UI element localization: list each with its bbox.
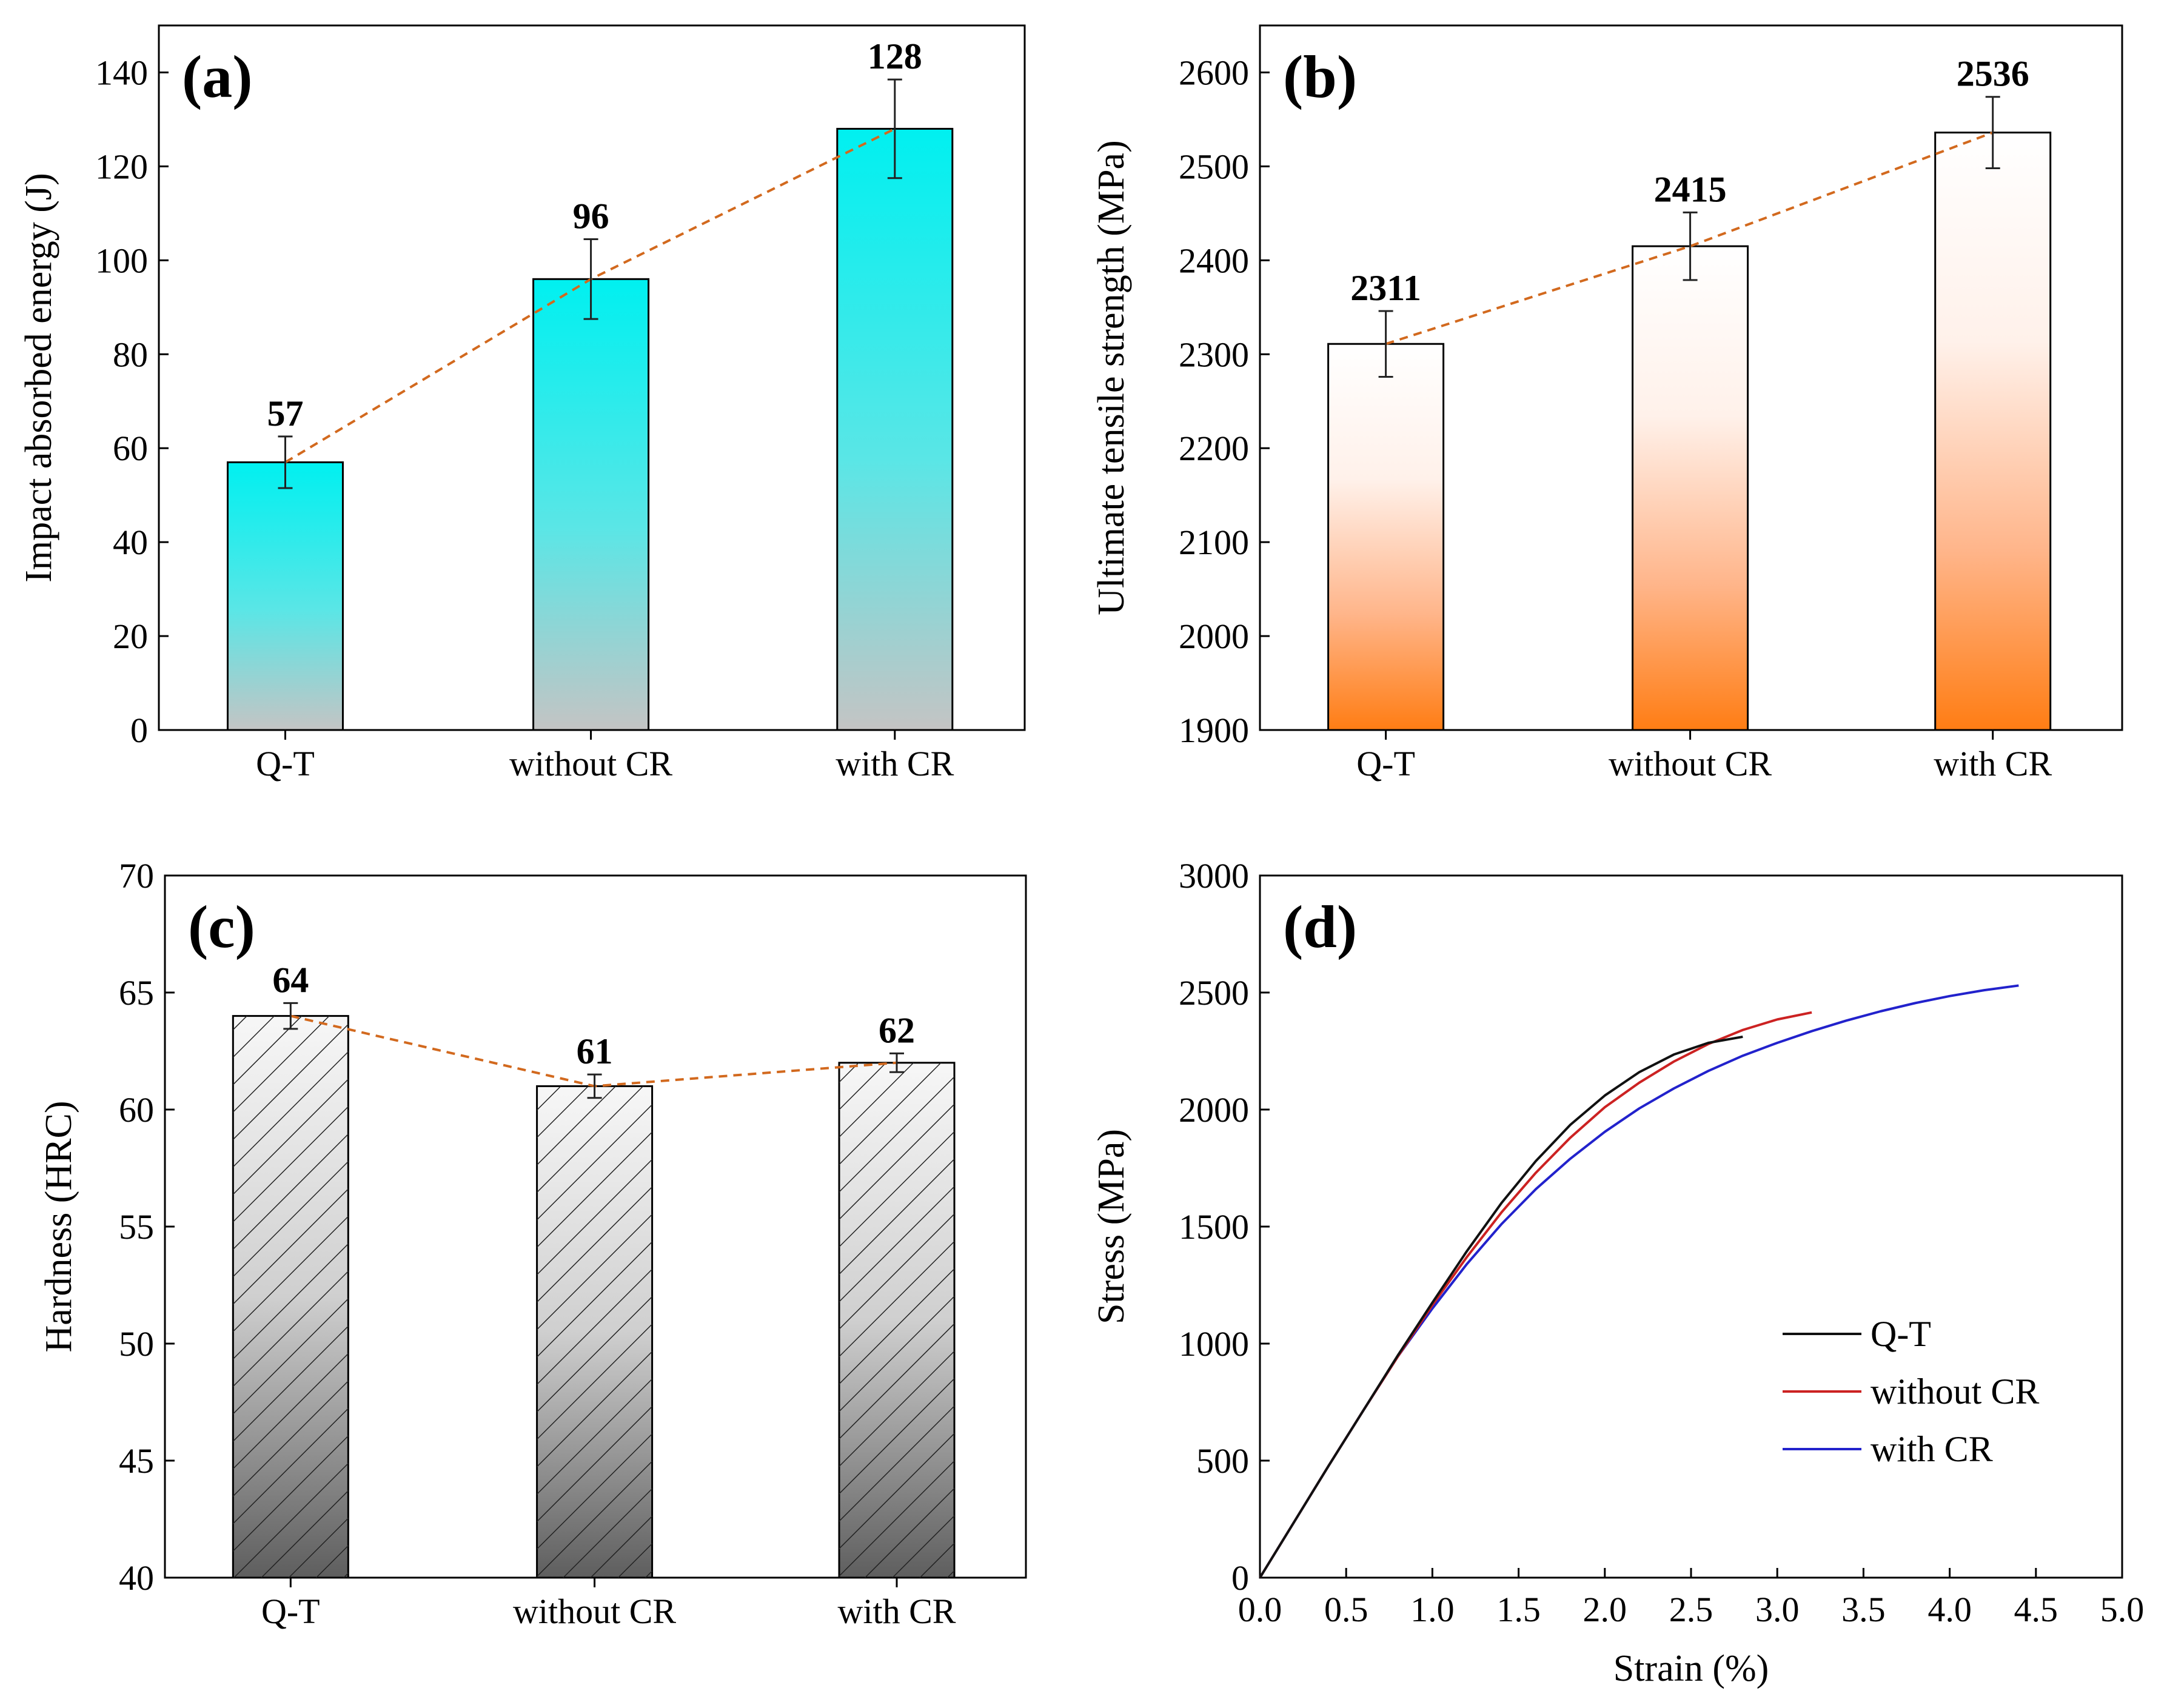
legend-label: Q-T [1871, 1314, 1931, 1354]
x-tick-label: with CR [1934, 744, 2052, 783]
bar [1632, 245, 1749, 731]
x-tick-label: 0.0 [1238, 1590, 1282, 1629]
x-tick-label: 2.5 [1669, 1590, 1713, 1629]
y-tick-label: 100 [95, 241, 148, 280]
x-tick-label: 4.5 [2014, 1590, 2058, 1629]
data-label: 61 [577, 1031, 613, 1071]
panel-label: (c) [188, 893, 255, 960]
data-label: 2536 [1957, 54, 2029, 94]
y-tick-label: 2600 [1179, 53, 1249, 92]
y-axis-label: Ultimate tensile strength (MPa) [1091, 140, 1132, 615]
x-tick-label: 1.0 [1410, 1590, 1455, 1629]
series-line [1259, 1035, 1743, 1579]
x-tick-label: without CR [509, 744, 672, 783]
y-tick-label: 55 [119, 1207, 154, 1247]
x-tick-label: Q-T [256, 744, 315, 783]
y-tick-label: 120 [95, 147, 148, 186]
x-axis-label: Strain (%) [1613, 1648, 1769, 1689]
y-axis-label: Impact absorbed energy (J) [18, 173, 59, 582]
x-tick-label: with CR [836, 744, 954, 783]
data-label: 2311 [1350, 268, 1421, 308]
series-line [1259, 1011, 1812, 1579]
bar-hatch [839, 1062, 954, 1578]
x-tick-label: without CR [1609, 744, 1772, 783]
y-tick-label: 2500 [1179, 973, 1249, 1013]
y-tick-label: 0 [130, 711, 148, 750]
y-tick-label: 45 [119, 1441, 154, 1481]
bar [1934, 132, 2052, 731]
y-axis-label: Stress (MPa) [1091, 1129, 1132, 1324]
x-tick-label: Q-T [261, 1592, 320, 1631]
data-label: 128 [868, 36, 922, 76]
bar [836, 127, 954, 731]
bar-hatch [233, 1016, 349, 1578]
trend-line [1385, 131, 1994, 346]
x-tick-label: with CR [838, 1592, 956, 1631]
y-tick-label: 60 [113, 429, 148, 468]
panel-b-tensile-strength-chart: 1900 2000 2100 2200 2300 2400 2500 2600 Ultimate… [1091, 24, 2123, 783]
x-tick-label: Q-T [1356, 744, 1415, 783]
y-tick-label: 60 [119, 1090, 154, 1130]
y-tick-label: 40 [113, 523, 148, 562]
bar [532, 278, 650, 731]
bar [226, 461, 344, 731]
y-tick-label: 1900 [1179, 711, 1249, 750]
plot-frame [1259, 874, 2123, 1579]
y-tick-label: 2200 [1179, 429, 1249, 468]
y-tick-label: 70 [119, 856, 154, 896]
y-tick-label: 2300 [1179, 335, 1249, 374]
y-tick-label: 50 [119, 1324, 154, 1364]
y-tick-label: 2000 [1179, 617, 1249, 656]
x-tick-label: 1.5 [1496, 1590, 1541, 1629]
y-tick-label: 65 [119, 973, 154, 1013]
y-tick-label: 40 [119, 1558, 154, 1598]
bar-hatch [537, 1086, 652, 1578]
x-tick-label: 2.0 [1583, 1590, 1627, 1629]
y-tick-label: 20 [113, 617, 148, 656]
data-label: 64 [272, 960, 309, 1000]
y-axis-label: Hardness (HRC) [38, 1101, 79, 1353]
x-tick-label: 3.5 [1841, 1590, 1886, 1629]
data-label: 57 [267, 394, 303, 434]
bar [1327, 343, 1445, 731]
y-tick-label: 140 [95, 53, 148, 92]
data-label: 96 [573, 196, 609, 236]
panel-label: (d) [1283, 893, 1357, 960]
x-tick-label: 4.0 [1928, 1590, 1972, 1629]
legend-label: without CR [1871, 1371, 2039, 1412]
legend-label: with CR [1871, 1429, 1993, 1469]
x-tick-label: 3.0 [1755, 1590, 1800, 1629]
y-tick-label: 2500 [1179, 147, 1249, 186]
y-tick-label: 80 [113, 335, 148, 374]
panel-c-hardness-chart: 40 45 50 55 60 65 70 Hardness (HRC) Q-T without C… [38, 856, 1027, 1631]
x-tick-label: 5.0 [2100, 1590, 2145, 1629]
y-tick-label: 500 [1196, 1441, 1249, 1481]
series-line [1259, 984, 2019, 1579]
panel-d-stress-strain-chart: 0 500 1000 1500 2000 2500 3000 0.0 0.5 1.0 1.5 2.0 2… [1091, 856, 2144, 1689]
y-tick-label: 2100 [1179, 523, 1249, 562]
y-tick-label: 3000 [1179, 856, 1249, 896]
x-tick-label: 0.5 [1324, 1590, 1368, 1629]
panel-label: (b) [1283, 43, 1357, 110]
data-label: 2415 [1654, 169, 1727, 209]
y-tick-label: 1500 [1179, 1207, 1249, 1247]
y-tick-label: 2400 [1179, 241, 1249, 280]
data-label: 62 [879, 1010, 915, 1050]
y-tick-label: 2000 [1179, 1090, 1249, 1130]
x-tick-label: without CR [513, 1592, 676, 1631]
panel-a-impact-energy-chart: 0 20 40 60 80 100 120 140 Impact absorbed energy… [18, 24, 1026, 783]
y-tick-label: 1000 [1179, 1324, 1249, 1364]
y-tick-label: 0 [1231, 1558, 1249, 1598]
panel-label: (a) [182, 43, 253, 110]
